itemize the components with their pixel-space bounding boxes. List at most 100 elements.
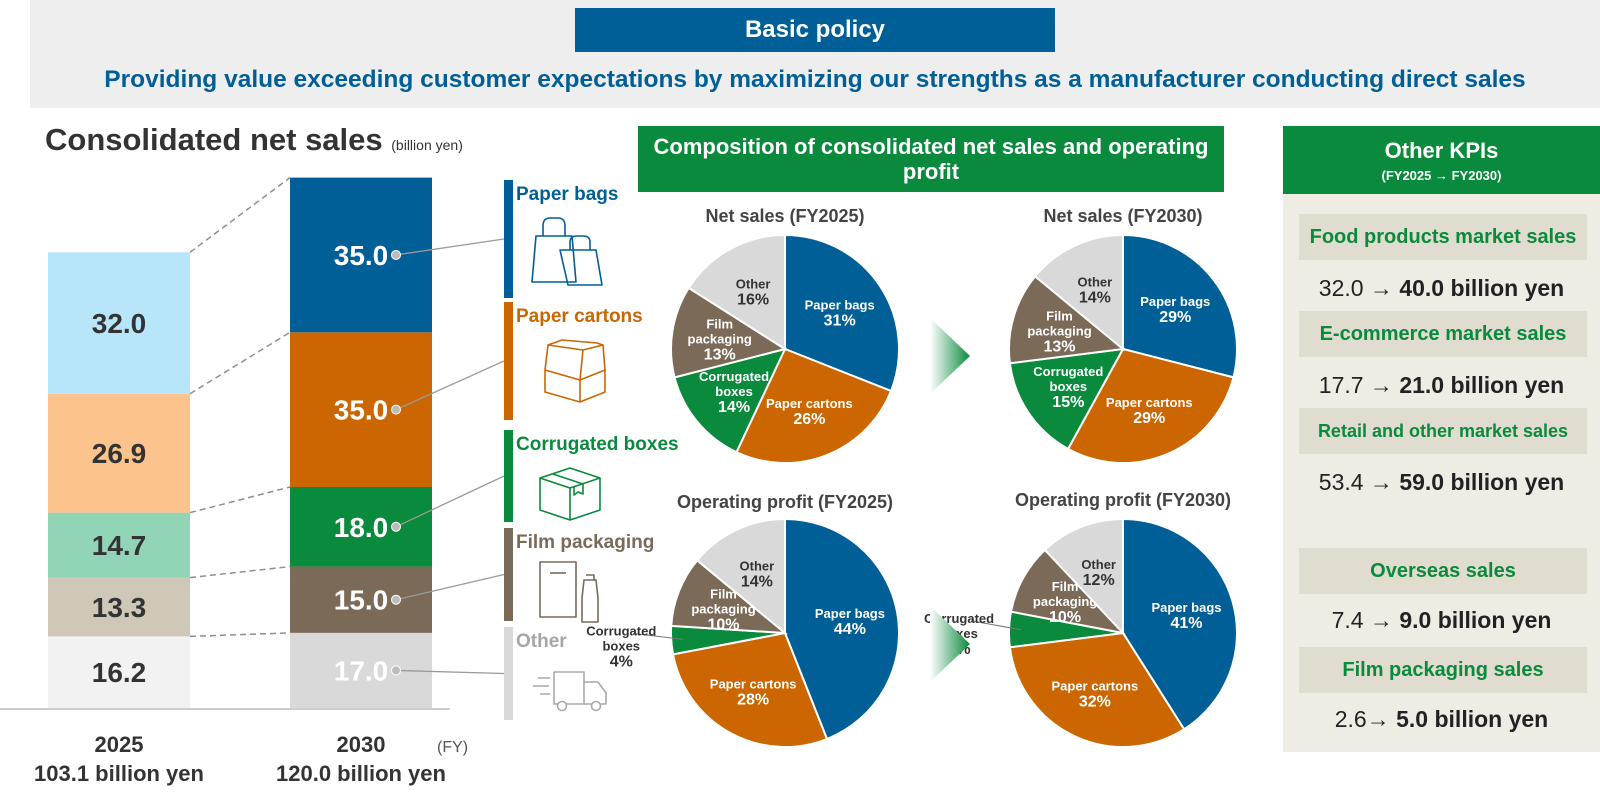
- bar-value-label-2025-2: 14.7: [92, 530, 147, 561]
- bar-leader-dot-3: [391, 594, 401, 605]
- pie-label-operating-profit-fy2030-0: Paper bags 41%: [1151, 600, 1221, 632]
- bar-segment-2025-0: [48, 252, 190, 394]
- kpi-label-retail: Retail and other market sales: [1299, 408, 1587, 454]
- legend-label-0: Paper bags: [516, 184, 618, 205]
- legend-label-1: Paper cartons: [516, 306, 643, 327]
- bar-total-label-2025: 103.1 billion yen: [34, 761, 204, 786]
- bar-value-label-2030-3: 15.0: [334, 585, 389, 616]
- legend-color-bar-0: [504, 180, 513, 298]
- bar-segment-2030-2: [290, 487, 432, 567]
- kpi-label-overseas: Overseas sales: [1299, 548, 1587, 594]
- bar-leader-dot-0: [391, 249, 401, 260]
- pie-slice-net-sales-fy2030-0: [1122, 233, 1238, 379]
- bar-value-label-2025-1: 26.9: [92, 438, 147, 469]
- pie-label-operating-profit-fy2030-4: Other 12%: [1081, 557, 1116, 589]
- pie-title-net-sales-fy2030: Net sales (FY2030): [1043, 206, 1202, 226]
- kpi-value-ecommerce: 17.7 → 21.0 billion yen: [1318, 372, 1565, 398]
- bar-connector-line: [189, 486, 291, 514]
- legend-label-4: Other: [516, 631, 567, 652]
- legend-leader-line-1: [395, 360, 505, 411]
- pie-label-leader-operating-profit-fy2025-2: [633, 632, 684, 640]
- pie-label-leader-operating-profit-fy2030-2: [970, 620, 1022, 631]
- bar-segment-2025-3: [48, 577, 190, 637]
- bar-connector-line: [189, 565, 291, 579]
- pie-slice-operating-profit-fy2030-1: [1008, 631, 1186, 748]
- kpi-label-film: Film packaging sales: [1299, 647, 1587, 693]
- legend-color-bar-4: [504, 627, 513, 720]
- bar-leader-dot-2: [391, 521, 401, 532]
- pie-label-net-sales-fy2030-1: Paper cartons 29%: [1106, 395, 1193, 427]
- legend-color-bar-3: [504, 528, 513, 621]
- pie-title-net-sales-fy2025: Net sales (FY2025): [705, 206, 864, 226]
- consolidated-sales-unit: (billion yen): [391, 137, 463, 153]
- bar-leader-dot-4: [391, 665, 401, 676]
- pie-slice-operating-profit-fy2025-4: [695, 517, 786, 636]
- bar-segment-2030-3: [290, 566, 432, 633]
- pie-slice-operating-profit-fy2025-0: [784, 517, 900, 741]
- pie-label-operating-profit-fy2025-1: Paper cartons 28%: [710, 676, 797, 708]
- pie-slice-operating-profit-fy2030-3: [1009, 548, 1126, 635]
- kpi-label-food: Food products market sales: [1299, 214, 1587, 260]
- bar-segment-2030-1: [290, 332, 432, 487]
- pie-label-net-sales-fy2025-2: Corrugated boxes 14%: [699, 369, 769, 416]
- pie-slice-net-sales-fy2030-2: [1008, 347, 1125, 451]
- kpi-value-film: 2.6→ 5.0 billion yen: [1334, 706, 1549, 732]
- pie-title-operating-profit-fy2025: Operating profit (FY2025): [677, 492, 893, 512]
- bar-value-label-2030-1: 35.0: [334, 395, 389, 426]
- kpi-title: Other KPIs: [1384, 138, 1499, 163]
- bar-segment-2030-0: [290, 177, 432, 333]
- basic-policy-label: Basic policy: [575, 8, 1055, 52]
- pie-slice-operating-profit-fy2025-3: [670, 558, 789, 635]
- pie-title-operating-profit-fy2030: Operating profit (FY2030): [1015, 490, 1231, 510]
- bar-category-label-2025: 2025: [95, 732, 144, 757]
- open-carton-icon: [544, 339, 606, 403]
- pie-label-net-sales-fy2025-1: Paper cartons 26%: [766, 396, 853, 428]
- bar-value-label-2025-4: 16.2: [92, 657, 147, 688]
- bar-value-label-2030-2: 18.0: [334, 512, 389, 543]
- pie-slice-net-sales-fy2025-3: [670, 286, 788, 379]
- pie-label-operating-profit-fy2025-4: Other 14%: [740, 559, 775, 591]
- kpi-value-food: 32.0 → 40.0 billion yen: [1318, 275, 1565, 301]
- cardboard-box-icon: [539, 467, 601, 521]
- bar-value-label-2025-3: 13.3: [92, 592, 147, 623]
- legend-leader-line-0: [395, 238, 505, 256]
- consolidated-sales-title: Consolidated net sales (billion yen): [45, 122, 463, 158]
- composition-title-line1: Composition of consolidated net sales an…: [653, 134, 1209, 159]
- consolidated-sales-title-main: Consolidated net sales: [45, 122, 383, 157]
- bar-connector-line: [189, 176, 291, 253]
- legend-leader-line-3: [395, 573, 505, 601]
- bar-value-label-2030-0: 35.0: [334, 240, 389, 271]
- film-bag-icon: [539, 561, 599, 623]
- legend-leader-line-2: [395, 475, 505, 528]
- pie-label-net-sales-fy2025-4: Other 16%: [736, 277, 771, 309]
- x-axis-label: (FY): [437, 739, 468, 756]
- kpi-header: Other KPIs (FY2025 → FY2030): [1283, 126, 1600, 194]
- legend-leader-line-4: [395, 669, 505, 675]
- bar-segment-2025-4: [48, 636, 190, 708]
- basic-policy-statement: Providing value exceeding customer expec…: [104, 66, 1526, 93]
- pie-label-operating-profit-fy2025-2: Corrugated boxes 4%: [586, 623, 656, 670]
- pie-slice-net-sales-fy2030-1: [1066, 347, 1235, 464]
- bar-connector-line: [189, 331, 291, 395]
- composition-title: Composition of consolidated net sales an…: [638, 126, 1224, 192]
- pie-label-net-sales-fy2025-0: Paper bags 31%: [805, 297, 875, 329]
- operating-profit-arrow: [930, 606, 970, 682]
- pie-label-operating-profit-fy2030-1: Paper cartons 32%: [1051, 678, 1138, 710]
- comparison-arrows: [930, 318, 970, 682]
- pie-label-net-sales-fy2025-3: Film packaging 13%: [688, 317, 752, 364]
- pie-slice-net-sales-fy2025-2: [673, 347, 787, 454]
- shopping-bags-icon: [531, 217, 603, 286]
- bar-connector-line: [189, 632, 291, 638]
- pie-label-net-sales-fy2030-0: Paper bags 29%: [1140, 294, 1210, 326]
- bar-segment-2025-2: [48, 512, 190, 578]
- kpi-subtitle: (FY2025 → FY2030): [1381, 168, 1502, 183]
- stacked-bar-chart: 16.2 13.3 14.7 26.9 32.0 17.0 15.0 18.0 35.0 35.0…: [0, 176, 468, 786]
- bar-value-label-2030-4: 17.0: [334, 655, 389, 686]
- legend-color-bar-2: [504, 430, 513, 522]
- pie-slice-operating-profit-fy2025-1: [671, 631, 829, 748]
- pie-slice-net-sales-fy2025-4: [687, 233, 786, 351]
- legend-label-2: Corrugated boxes: [516, 434, 679, 455]
- composition-title-line2: profit: [902, 159, 960, 184]
- kpi-label-ecommerce: E-commerce market sales: [1299, 311, 1587, 357]
